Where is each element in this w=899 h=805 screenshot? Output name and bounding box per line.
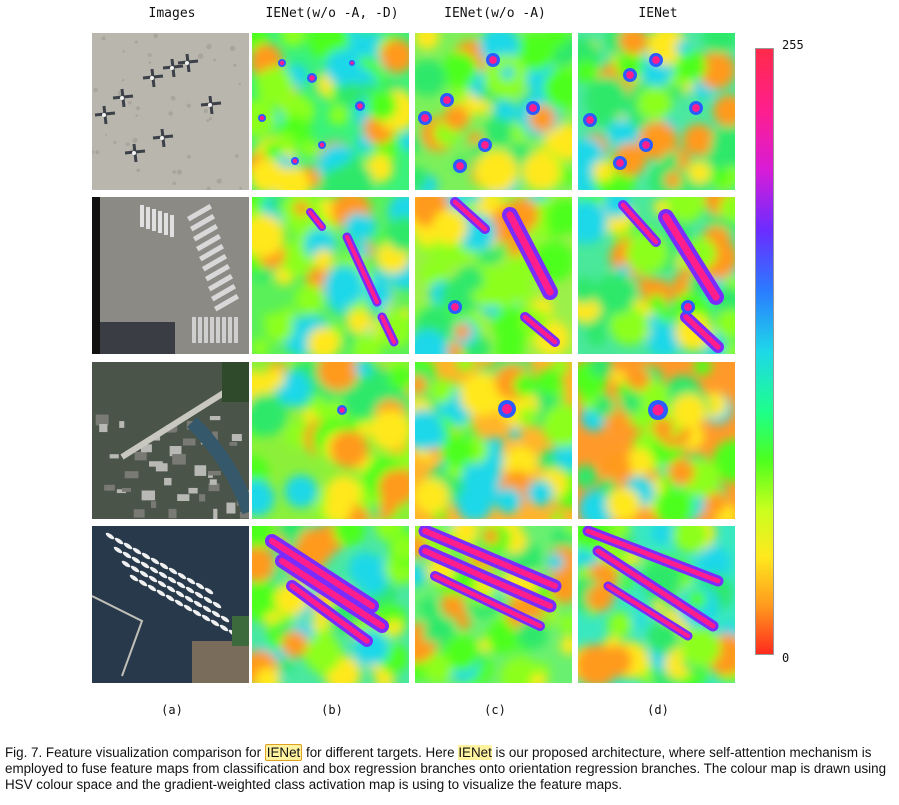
sublabel-a: (a) — [161, 703, 183, 717]
feature-map-airport-planes-b — [252, 33, 409, 190]
colorbar — [755, 48, 774, 655]
input-image-parking-lot-trucks — [92, 197, 249, 354]
input-image-harbor-boats — [92, 526, 249, 683]
feature-map-parking-lot-trucks-d — [578, 197, 735, 354]
column-header-ienet-wo-a: IENet(w/o -A) — [444, 6, 546, 21]
feature-map-airport-planes-c — [415, 33, 572, 190]
column-header-ienet-wo-a-d: IENet(w/o -A, -D) — [265, 6, 399, 21]
caption-prefix: Fig. 7. Feature visualization comparison… — [5, 745, 265, 760]
colorbar-min-label: 0 — [782, 651, 790, 665]
feature-map-city-bridge-river-b — [252, 362, 409, 519]
feature-map-parking-lot-trucks-c — [415, 197, 572, 354]
sublabel-d: (d) — [647, 703, 669, 717]
input-image-city-bridge-river — [92, 362, 249, 519]
caption-mid: for different targets. Here — [302, 745, 459, 760]
input-image-airport-planes — [92, 33, 249, 190]
feature-map-city-bridge-river-c — [415, 362, 572, 519]
caption-term-highlight: IENet — [458, 745, 492, 760]
sublabel-b: (b) — [321, 703, 343, 717]
feature-map-harbor-boats-d — [578, 526, 735, 683]
feature-map-airport-planes-d — [578, 33, 735, 190]
feature-map-harbor-boats-c — [415, 526, 572, 683]
column-header-images: Images — [148, 6, 196, 21]
feature-map-parking-lot-trucks-b — [252, 197, 409, 354]
feature-map-city-bridge-river-d — [578, 362, 735, 519]
figure-caption: Fig. 7. Feature visualization comparison… — [5, 744, 895, 793]
feature-map-harbor-boats-b — [252, 526, 409, 683]
caption-term-boxed: IENet — [264, 744, 303, 761]
caption-rest: is our proposed architecture, where self… — [5, 745, 887, 792]
colorbar-max-label: 255 — [782, 38, 804, 52]
sublabel-c: (c) — [484, 703, 506, 717]
column-header-ienet: IENet — [638, 6, 678, 21]
